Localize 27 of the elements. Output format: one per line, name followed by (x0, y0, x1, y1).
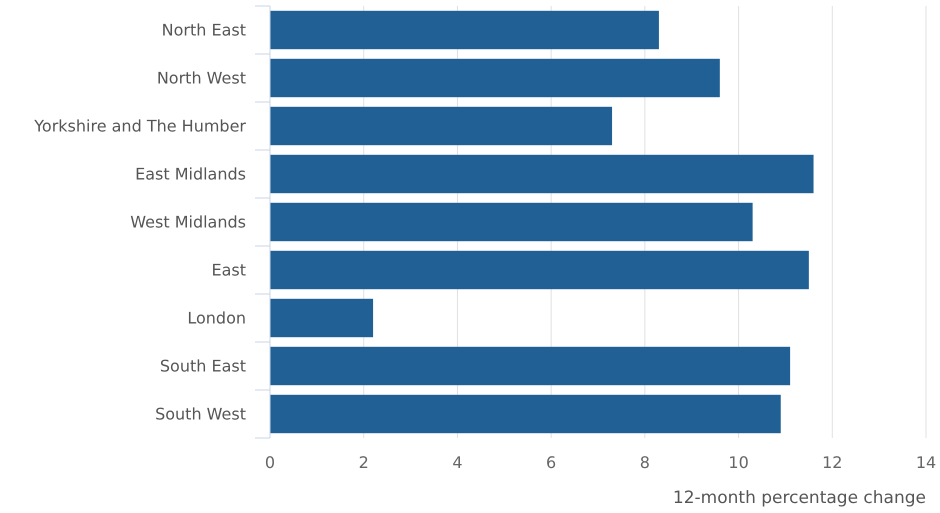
y-tick-label: South West (155, 404, 246, 424)
y-tick-label: South East (160, 356, 246, 376)
y-tick-label: London (187, 308, 246, 328)
bar (270, 298, 374, 338)
x-axis-title: 12-month percentage change (672, 488, 926, 508)
y-tick-label: Yorkshire and The Humber (33, 116, 246, 136)
bar (270, 154, 814, 194)
x-tick-label: 0 (264, 453, 276, 472)
y-tick-label: East Midlands (135, 164, 246, 184)
bar (270, 394, 781, 434)
bar (270, 58, 720, 98)
y-tick-label: North East (162, 20, 246, 40)
bar (270, 202, 753, 242)
x-tick-label: 6 (546, 453, 556, 472)
x-tick-label: 10 (728, 453, 749, 472)
y-tick-label: West Midlands (130, 212, 246, 232)
bar (270, 106, 612, 146)
x-tick-label: 4 (452, 453, 463, 472)
bar (270, 346, 790, 386)
x-tick-label: 8 (640, 453, 650, 472)
bar (270, 250, 809, 290)
y-tick-label: East (211, 260, 246, 280)
x-tick-label: 12 (822, 453, 842, 472)
x-tick-label: 14 (916, 453, 936, 472)
x-tick-label: 2 (358, 453, 369, 472)
y-tick-label: North West (156, 68, 246, 88)
bar (270, 10, 659, 50)
